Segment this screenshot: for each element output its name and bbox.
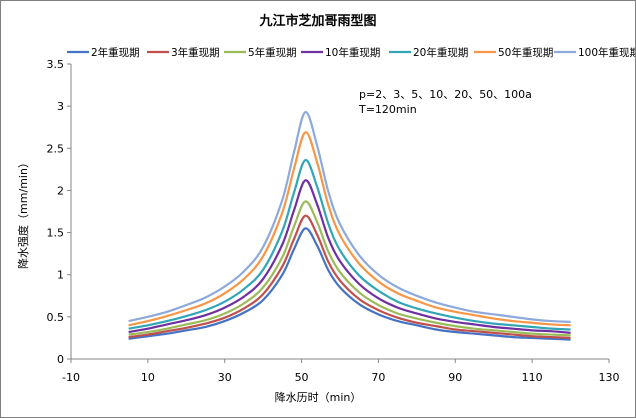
x-tick-label: 10 xyxy=(141,371,155,384)
y-tick-label: 3 xyxy=(57,100,64,113)
legend-label-6: 50年重现期 xyxy=(498,46,553,59)
x-tick-label: 70 xyxy=(371,371,385,384)
x-tick-label: 30 xyxy=(218,371,232,384)
y-tick-label: 2 xyxy=(57,184,64,197)
series-line-2 xyxy=(128,214,571,340)
series-line-6 xyxy=(128,131,571,327)
x-tick-label: 110 xyxy=(522,371,543,384)
y-tick-label: 1 xyxy=(57,269,64,282)
legend-label-2: 3年重现期 xyxy=(171,46,220,59)
legend-label-4: 10年重现期 xyxy=(325,46,380,59)
series-line-1 xyxy=(128,227,571,341)
legend-label-7: 100年重现期 xyxy=(578,46,635,59)
annotation-line-1: p=2、3、5、10、20、50、100a xyxy=(359,88,532,101)
x-tick-label: 50 xyxy=(295,371,309,384)
y-tick-label: 0 xyxy=(57,353,64,366)
y-axis-label: 降水强度（mm/min） xyxy=(16,157,30,269)
y-tick-label: 3.5 xyxy=(47,58,65,71)
legend: 2年重现期 3年重现期 5年重现期 10年重现期 20年重现期 50年重现期 100年重现期 xyxy=(67,46,635,59)
plot-area: 0 0.5 1 1.5 2 2.5 3 3.5 -10 10 30 50 70 90 110 130 xyxy=(47,58,620,384)
x-axis-label: 降水历时（min） xyxy=(275,390,362,404)
y-tick-label: 0.5 xyxy=(47,311,65,324)
legend-label-3: 5年重现期 xyxy=(248,46,297,59)
y-tick-label: 2.5 xyxy=(47,142,65,155)
legend-label-5: 20年重现期 xyxy=(413,46,468,59)
x-tick-label: 130 xyxy=(599,371,620,384)
x-tick-label: -10 xyxy=(62,371,80,384)
series-line-3 xyxy=(128,200,571,337)
x-tick-label: 90 xyxy=(448,371,462,384)
legend-label-1: 2年重现期 xyxy=(91,46,140,59)
annotation-line-2: T=120min xyxy=(358,103,417,116)
series-line-7 xyxy=(128,110,571,324)
y-tick-label: 1.5 xyxy=(47,227,65,240)
series-line-4 xyxy=(128,179,571,334)
series-line-5 xyxy=(128,158,571,331)
chart-title: 九江市芝加哥雨型图 xyxy=(258,13,376,29)
